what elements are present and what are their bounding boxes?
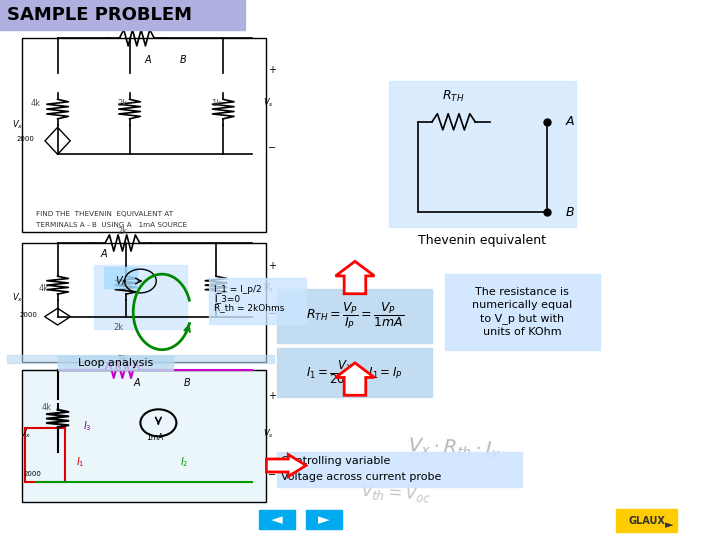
Text: −: −	[268, 470, 276, 481]
Text: 2000: 2000	[17, 136, 34, 142]
Text: 2k: 2k	[114, 323, 124, 332]
Text: Controlling variable: Controlling variable	[281, 456, 390, 467]
Text: +: +	[268, 65, 276, 75]
Bar	[94, 265, 187, 329]
Bar	[58, 356, 173, 370]
Text: +: +	[268, 261, 276, 271]
Bar	[7, 355, 274, 363]
Text: 2k: 2k	[117, 227, 127, 237]
Text: $I_1=\dfrac{V_X}{2000}$; $I_1=I_P$: $I_1=\dfrac{V_X}{2000}$; $I_1=I_P$	[307, 359, 402, 387]
Bar	[259, 510, 295, 529]
Text: Thevenin equivalent: Thevenin equivalent	[418, 234, 546, 247]
Bar	[22, 370, 266, 502]
Text: ►: ►	[665, 520, 674, 530]
Text: $V_s$: $V_s$	[263, 97, 274, 109]
Text: 1k: 1k	[211, 99, 221, 108]
Text: $V_s$: $V_s$	[263, 427, 274, 440]
Text: Voltage across current probe: Voltage across current probe	[281, 472, 441, 482]
Bar	[277, 452, 522, 487]
Text: $R_{TH}$: $R_{TH}$	[442, 89, 465, 104]
Bar	[277, 348, 432, 397]
Polygon shape	[336, 363, 374, 395]
Text: A: A	[144, 55, 151, 65]
Text: $V_x$: $V_x$	[12, 118, 24, 131]
Text: A: A	[101, 249, 107, 259]
Bar	[22, 243, 266, 362]
Text: 4k: 4k	[42, 403, 52, 411]
Bar	[389, 81, 576, 227]
Text: FIND THE  THEVENIN  EQUIVALENT AT: FIND THE THEVENIN EQUIVALENT AT	[36, 211, 173, 217]
Text: GLAUX: GLAUX	[628, 516, 665, 525]
Bar	[22, 38, 266, 232]
Text: A: A	[133, 378, 140, 388]
Bar	[306, 510, 342, 529]
Bar	[277, 289, 432, 343]
Text: $V_x \cdot R_{th} \cdot I_x$: $V_x \cdot R_{th} \cdot I_x$	[407, 435, 501, 462]
Text: I_3=0: I_3=0	[214, 294, 240, 303]
Text: $V_{th} = V_{oc}$: $V_{th} = V_{oc}$	[360, 481, 432, 504]
Text: TERMINALS A - B  USING A   1mA SOURCE: TERMINALS A - B USING A 1mA SOURCE	[36, 222, 187, 228]
Text: B: B	[565, 206, 574, 219]
Text: $I_3$: $I_3$	[83, 420, 91, 433]
Bar	[209, 278, 306, 324]
Text: 2k: 2k	[117, 355, 127, 364]
Text: $I_1$: $I_1$	[76, 455, 84, 469]
Bar	[104, 267, 137, 288]
Text: 2000: 2000	[20, 312, 37, 318]
Text: $V_P$: $V_P$	[114, 274, 127, 288]
Text: 4k: 4k	[31, 99, 41, 108]
Text: $R_{TH}=\dfrac{V_P}{I_P}=\dfrac{V_P}{1mA}$: $R_{TH}=\dfrac{V_P}{I_P}=\dfrac{V_P}{1mA…	[305, 301, 404, 331]
Text: The resistance is
numerically equal
to V_p but with
units of KOhm: The resistance is numerically equal to V…	[472, 287, 572, 338]
Text: $I_2$: $I_2$	[180, 455, 189, 469]
Bar	[0, 0, 245, 30]
Text: Loop analysis: Loop analysis	[78, 358, 153, 368]
Text: $V_x$: $V_x$	[12, 291, 24, 303]
Text: 4k: 4k	[38, 284, 48, 293]
Text: R_th = 2kOhms: R_th = 2kOhms	[214, 303, 284, 313]
Bar	[22, 370, 266, 502]
Text: 2k: 2k	[128, 21, 138, 30]
Polygon shape	[266, 455, 306, 476]
Text: −: −	[268, 309, 276, 319]
Text: I_1 = I_p/2: I_1 = I_p/2	[214, 285, 261, 294]
Bar	[616, 509, 677, 532]
Text: −: −	[268, 143, 276, 153]
Text: 2000: 2000	[24, 471, 41, 477]
Text: +: +	[268, 391, 276, 401]
Polygon shape	[336, 261, 374, 294]
Text: $V_s$: $V_s$	[263, 281, 274, 294]
Bar	[445, 274, 600, 350]
Text: A: A	[565, 116, 574, 129]
Text: 2k: 2k	[117, 99, 127, 108]
Text: B: B	[184, 378, 190, 388]
Text: ►: ►	[318, 512, 330, 527]
Text: 1k: 1k	[207, 284, 217, 293]
Text: ◄: ◄	[271, 512, 283, 527]
Text: B: B	[180, 55, 187, 65]
Text: $V_x$: $V_x$	[19, 427, 31, 440]
Bar	[25, 428, 65, 482]
Text: 1mA: 1mA	[146, 433, 163, 442]
Text: SAMPLE PROBLEM: SAMPLE PROBLEM	[7, 6, 192, 24]
